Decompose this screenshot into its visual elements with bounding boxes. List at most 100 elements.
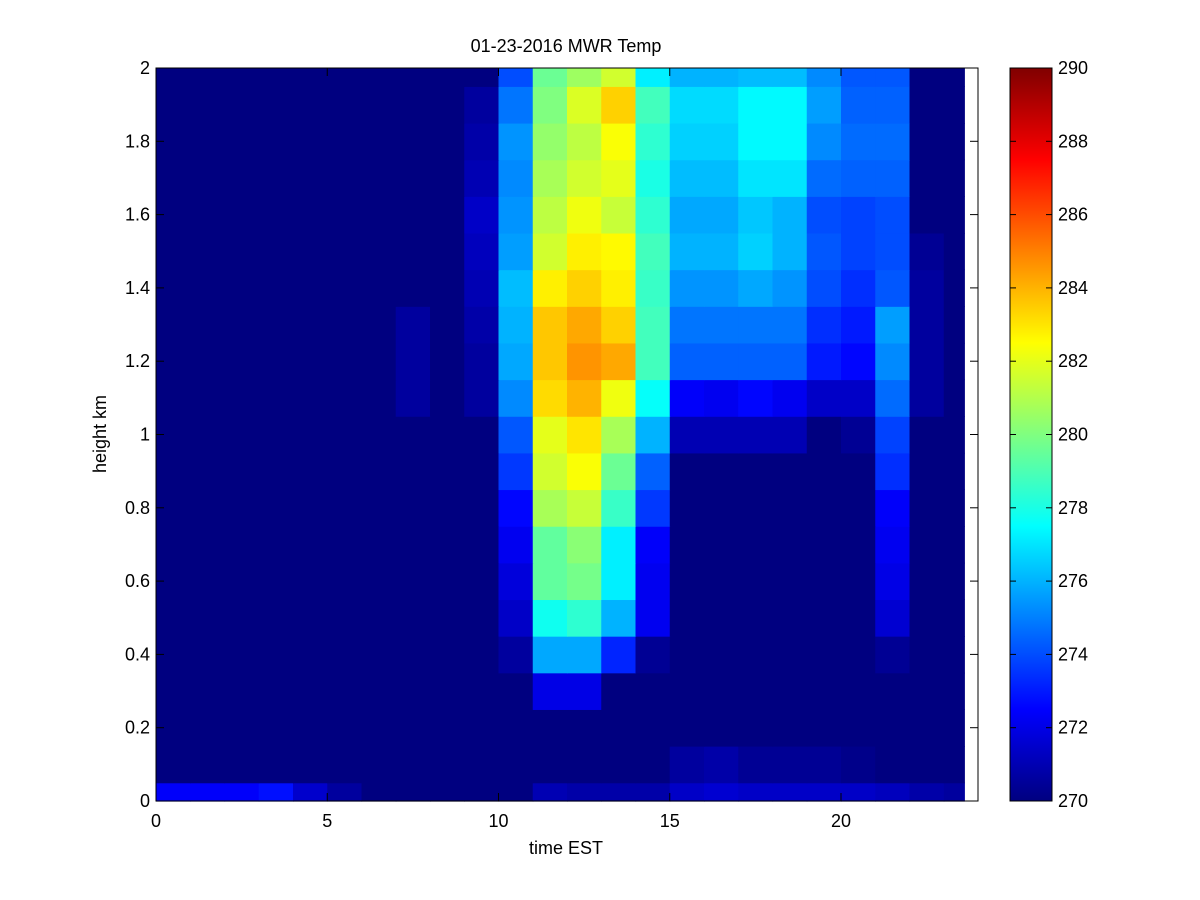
heatmap-cell (704, 746, 739, 784)
heatmap-cell (395, 342, 431, 381)
heatmap-cell (943, 159, 965, 197)
heatmap-cell (532, 122, 568, 161)
heatmap-cell (601, 746, 637, 784)
heatmap-cell (841, 746, 876, 784)
heatmap-cell (464, 709, 500, 747)
heatmap-cell (704, 159, 739, 197)
heatmap-cell (875, 122, 911, 161)
heatmap-cell (156, 232, 191, 271)
heatmap-cell (806, 122, 842, 161)
heatmap-cell (669, 122, 705, 161)
heatmap-cell (738, 452, 774, 491)
colorbar-tick-label: 288 (1058, 131, 1088, 151)
heatmap-cell (635, 306, 671, 344)
heatmap-cell (635, 342, 671, 381)
heatmap-cell (635, 562, 671, 601)
heatmap-cell (498, 452, 534, 491)
heatmap-cell (464, 636, 500, 674)
heatmap-cell (738, 122, 774, 161)
heatmap-cell (567, 489, 602, 527)
heatmap-cell (704, 269, 739, 307)
heatmap-cell (395, 232, 431, 271)
heatmap-cell (567, 672, 602, 710)
heatmap-cell (190, 672, 226, 710)
heatmap-cell (361, 306, 397, 344)
heatmap-cell (224, 636, 260, 674)
heatmap-cell (738, 672, 774, 710)
heatmap-cell (464, 122, 500, 161)
heatmap-cell (738, 86, 774, 124)
heatmap-cell (361, 452, 397, 491)
heatmap-cell (258, 122, 294, 161)
heatmap-cell (738, 379, 774, 417)
heatmap-cell (567, 452, 602, 491)
heatmap-cell (567, 159, 602, 197)
heatmap-cell (806, 68, 842, 87)
heatmap-cell (224, 86, 260, 124)
heatmap-cell (909, 232, 945, 271)
heatmap-cell (635, 782, 671, 802)
heatmap-cell (601, 306, 637, 344)
heatmap-cell (498, 526, 534, 564)
heatmap-cell (395, 489, 431, 527)
heatmap-cell (258, 196, 294, 234)
heatmap-cell (772, 68, 808, 87)
heatmap-cell (190, 746, 226, 784)
heatmap-cell (464, 746, 500, 784)
heatmap-cell (841, 86, 876, 124)
heatmap-cell (601, 122, 637, 161)
heatmap-cell (190, 232, 226, 271)
heatmap-cell (464, 526, 500, 564)
heatmap-cell (738, 562, 774, 601)
heatmap-cell (327, 746, 363, 784)
heatmap-cell (738, 306, 774, 344)
heatmap-cell (293, 196, 328, 234)
heatmap-cell (772, 489, 808, 527)
heatmap-cell (875, 672, 911, 710)
x-axis: 0 5 10 15 20 (151, 68, 851, 831)
heatmap-cell (361, 709, 397, 747)
heatmap-cell (772, 196, 808, 234)
heatmap-cell (430, 599, 465, 637)
heatmap-cell (498, 709, 534, 747)
heatmap-cell (395, 122, 431, 161)
heatmap-cell (258, 782, 294, 802)
heatmap-cell (601, 526, 637, 564)
heatmap-cell (943, 306, 965, 344)
heatmap-cell (224, 562, 260, 601)
heatmap-cell (567, 196, 602, 234)
x-axis-label: time EST (529, 838, 603, 858)
heatmap-cell (293, 68, 328, 87)
heatmap-cell (669, 86, 705, 124)
heatmap-cell (635, 269, 671, 307)
heatmap-cell (224, 196, 260, 234)
heatmap-cell (361, 379, 397, 417)
heatmap-cell (601, 599, 637, 637)
x-tick-label: 5 (322, 811, 332, 831)
heatmap-cell (464, 599, 500, 637)
heatmap-cell (498, 269, 534, 307)
x-tick-label: 15 (660, 811, 680, 831)
colorbar-tick-label: 282 (1058, 351, 1088, 371)
heatmap-cell (806, 782, 842, 802)
heatmap-cell (190, 86, 226, 124)
heatmap-cell (772, 746, 808, 784)
heatmap-cell (704, 709, 739, 747)
heatmap-cell (909, 379, 945, 417)
heatmap-cell (532, 269, 568, 307)
heatmap-cell (361, 269, 397, 307)
heatmap-cell (841, 562, 876, 601)
heatmap-cell (704, 782, 739, 802)
heatmap-cell (909, 489, 945, 527)
heatmap-cell (601, 636, 637, 674)
heatmap-cell (806, 746, 842, 784)
heatmap-cell (361, 196, 397, 234)
heatmap-cell (258, 342, 294, 381)
heatmap-cell (704, 636, 739, 674)
heatmap-cell (738, 342, 774, 381)
colorbar-tick-label: 278 (1058, 498, 1088, 518)
heatmap-cell (909, 672, 945, 710)
heatmap-cell (806, 562, 842, 601)
heatmap-cell (532, 306, 568, 344)
x-tick-label: 10 (488, 811, 508, 831)
